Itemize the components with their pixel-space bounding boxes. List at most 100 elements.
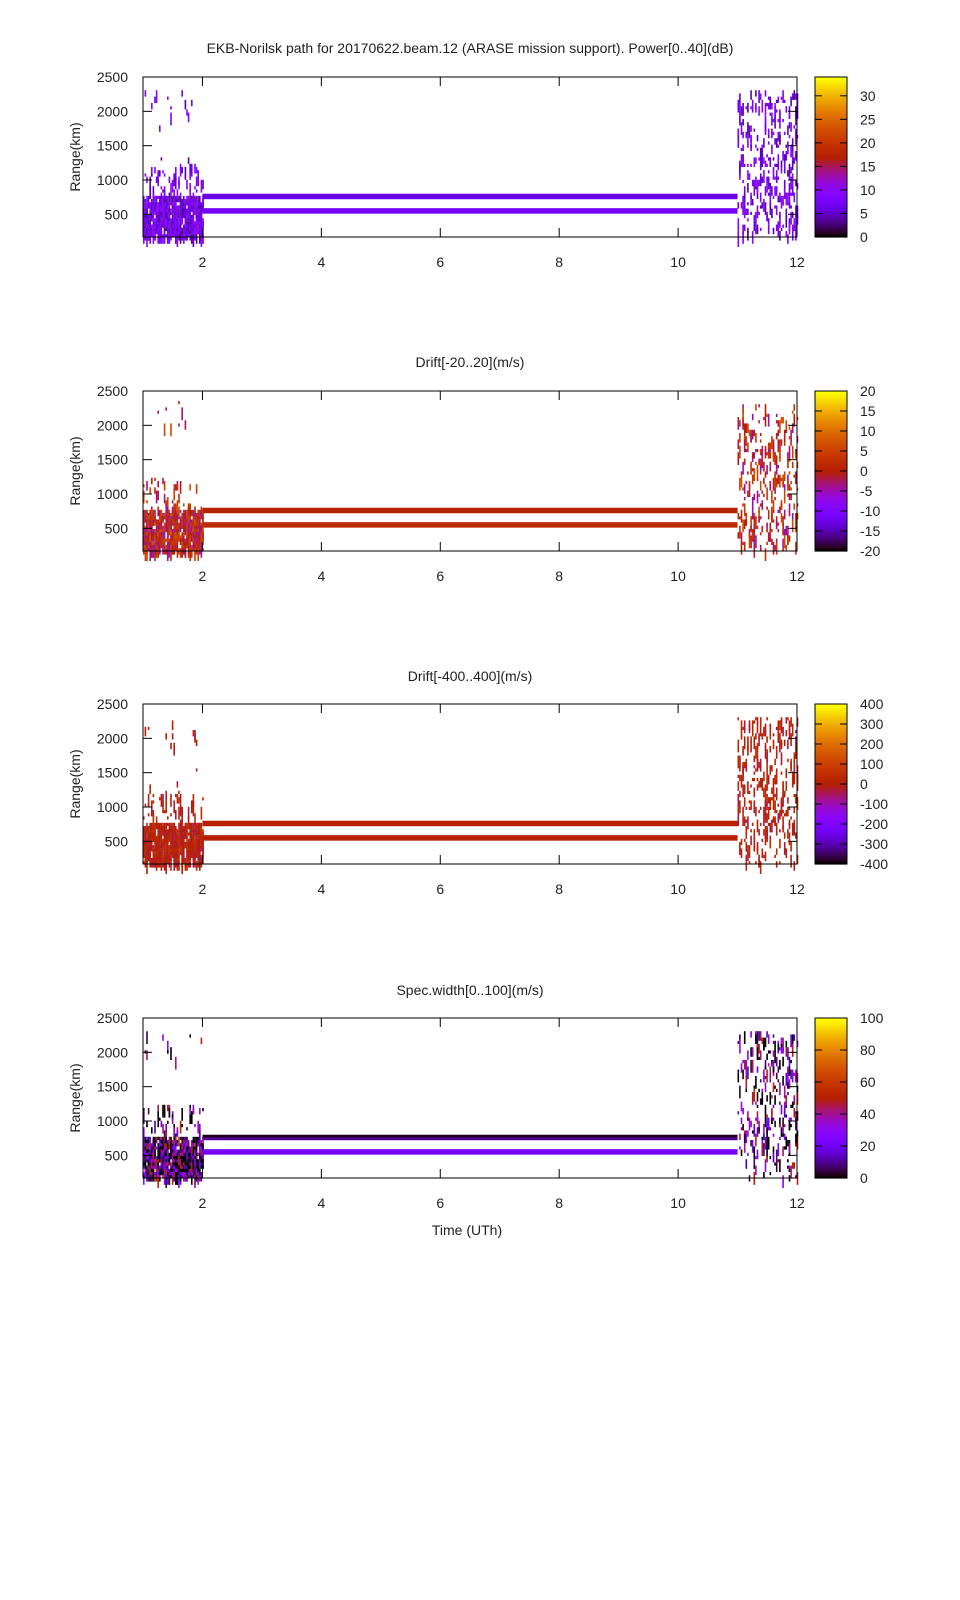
colorbar-segment	[815, 1030, 847, 1033]
heatmap-cell	[173, 484, 175, 488]
colorbar-tick-label: 5	[860, 205, 868, 221]
heatmap-cell	[176, 1165, 179, 1169]
colorbar-segment	[815, 798, 847, 801]
y-tick-label: 500	[105, 206, 129, 222]
heatmap-cell	[200, 179, 203, 193]
heatmap-cell	[772, 784, 775, 794]
heatmap-cell	[790, 176, 792, 190]
heatmap-cell	[775, 522, 778, 529]
heatmap-cell	[160, 509, 163, 520]
colorbar-segment	[815, 1048, 847, 1051]
heatmap-cell	[783, 442, 786, 446]
colorbar-segment	[815, 1100, 847, 1103]
colorbar-segment	[815, 405, 847, 408]
heatmap-cell	[790, 186, 792, 190]
heatmap-cell	[191, 800, 193, 810]
heatmap-cell	[747, 736, 749, 750]
heatmap-cell	[179, 1146, 182, 1150]
heatmap-cell	[157, 215, 159, 219]
heatmap-cell	[186, 845, 188, 855]
heatmap-cell	[175, 848, 177, 852]
heatmap-cell	[176, 794, 179, 804]
colorbar-segment	[815, 159, 847, 162]
heatmap-cell	[162, 208, 164, 212]
heatmap-cell	[157, 1149, 159, 1153]
heatmap-cell	[740, 1101, 743, 1112]
heatmap-cell	[162, 189, 164, 193]
heatmap-cell	[178, 509, 180, 517]
heatmap-cell	[187, 816, 190, 826]
y-tick-label: 2500	[97, 696, 128, 712]
heatmap-cell	[750, 144, 752, 151]
heatmap-cell	[779, 1101, 781, 1105]
colorbar-segment	[815, 790, 847, 793]
panel-title: Drift[-20..20](m/s)	[416, 354, 525, 370]
heatmap-cell	[755, 449, 757, 453]
heatmap-cell	[769, 522, 772, 533]
heatmap-cell	[756, 205, 759, 219]
heatmap-cell	[149, 541, 151, 549]
heatmap-cell	[170, 183, 172, 196]
heatmap-cell	[189, 163, 191, 177]
heatmap-cell	[173, 742, 175, 756]
heatmap-cell	[146, 1050, 148, 1060]
heatmap-cell	[756, 449, 759, 453]
heatmap-cell	[165, 522, 167, 533]
colorbar-tick-label: -300	[860, 836, 888, 852]
heatmap-cell	[167, 1146, 169, 1150]
heatmap-cell	[152, 854, 155, 858]
heatmap-cell	[795, 730, 797, 734]
heatmap-cell	[157, 513, 159, 517]
heatmap-cell	[790, 96, 792, 107]
heatmap-cell	[788, 1066, 791, 1076]
heatmap-cell	[170, 1175, 172, 1179]
heatmap-cell	[779, 420, 781, 433]
heatmap-cell	[191, 842, 193, 846]
heatmap-cell	[157, 858, 159, 862]
heatmap-cell	[170, 234, 172, 238]
colorbar-segment	[815, 101, 847, 104]
heatmap-cell	[769, 797, 772, 807]
colorbar-segment	[815, 513, 847, 516]
colorbar-segment	[815, 423, 847, 426]
heatmap-cell	[178, 215, 180, 219]
heatmap-cell	[192, 829, 195, 833]
heatmap-cell	[751, 506, 754, 520]
heatmap-cell	[170, 848, 172, 862]
heatmap-cell	[143, 199, 145, 203]
heatmap-cell	[740, 730, 743, 740]
heatmap-cell	[791, 186, 794, 196]
heatmap-cell	[194, 1165, 196, 1172]
heatmap-cell	[767, 170, 770, 174]
heatmap-cell	[146, 481, 148, 491]
heatmap-cell	[756, 1149, 759, 1160]
heatmap-cell	[189, 189, 191, 203]
heatmap-cell	[743, 838, 746, 842]
heatmap-cell	[146, 522, 148, 533]
heatmap-cell	[771, 112, 773, 126]
heatmap-cell	[771, 106, 773, 110]
heatmap-cell	[785, 192, 788, 206]
heatmap-cell	[186, 509, 188, 520]
heatmap-cell	[165, 538, 167, 542]
y-tick-label: 1000	[97, 1113, 128, 1129]
heatmap-cell	[777, 1079, 780, 1083]
colorbar-segment	[815, 1134, 847, 1137]
heatmap-cell	[747, 176, 749, 180]
colorbar-segment	[815, 820, 847, 823]
heatmap-cell	[155, 1140, 158, 1144]
heatmap-cell	[739, 103, 741, 116]
heatmap-cell	[743, 458, 746, 465]
y-tick-label: 1000	[97, 799, 128, 815]
heatmap-cell	[769, 157, 772, 167]
heatmap-cell	[756, 717, 759, 727]
heatmap-cell	[775, 771, 778, 785]
colorbar-segment	[815, 401, 847, 404]
heatmap-cell	[195, 234, 198, 244]
heatmap-cell	[777, 423, 780, 427]
heatmap-cell	[758, 106, 760, 116]
heatmap-cell	[194, 1136, 196, 1144]
heatmap-cell	[791, 224, 794, 231]
x-tick-label: 12	[789, 881, 805, 897]
heatmap-cell	[165, 790, 167, 801]
